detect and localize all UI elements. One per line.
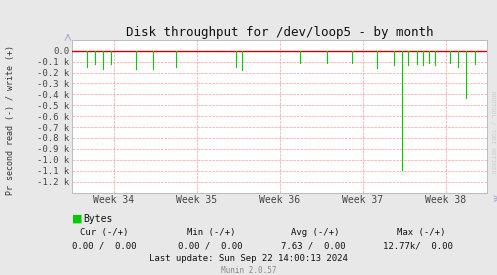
Text: Pr second read (-) / write (+): Pr second read (-) / write (+): [6, 45, 15, 195]
Text: Max (-/+): Max (-/+): [397, 228, 446, 237]
Text: Avg (-/+): Avg (-/+): [291, 228, 340, 237]
Text: RRDTOOL / TOBI OETIKER: RRDTOOL / TOBI OETIKER: [491, 91, 496, 173]
Text: 7.63 /  0.00: 7.63 / 0.00: [281, 242, 345, 251]
Text: Bytes: Bytes: [83, 214, 113, 224]
Text: ■: ■: [72, 214, 83, 224]
Title: Disk throughput for /dev/loop5 - by month: Disk throughput for /dev/loop5 - by mont…: [126, 26, 433, 39]
Text: Last update: Sun Sep 22 14:00:13 2024: Last update: Sun Sep 22 14:00:13 2024: [149, 254, 348, 263]
Text: 0.00 /  0.00: 0.00 / 0.00: [178, 242, 243, 251]
Text: Min (-/+): Min (-/+): [187, 228, 236, 237]
Text: Cur (-/+): Cur (-/+): [80, 228, 129, 237]
Text: 12.77k/  0.00: 12.77k/ 0.00: [383, 242, 453, 251]
Text: 0.00 /  0.00: 0.00 / 0.00: [72, 242, 137, 251]
Text: Munin 2.0.57: Munin 2.0.57: [221, 266, 276, 274]
